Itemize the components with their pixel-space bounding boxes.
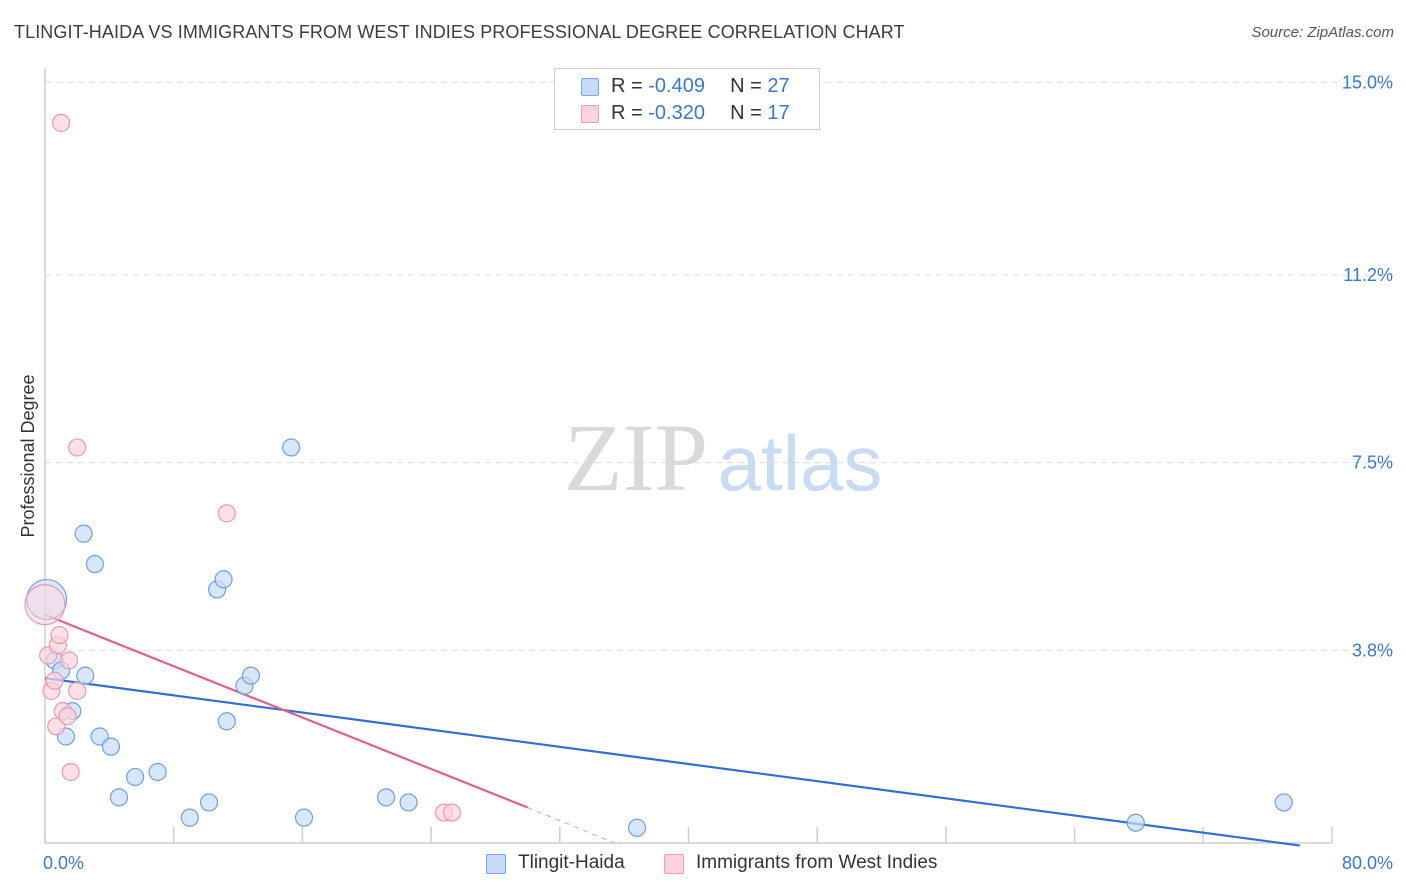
trendline-west-indies-extension bbox=[527, 806, 622, 847]
y-tick-label: 11.2% bbox=[1343, 265, 1393, 285]
y-tick-label: 3.8% bbox=[1352, 640, 1393, 660]
bottom-legend-swatch-pink bbox=[664, 854, 684, 874]
point-tlingit-haida bbox=[109, 788, 129, 807]
bottom-legend-swatch-blue bbox=[486, 854, 506, 874]
axes bbox=[44, 68, 1333, 844]
watermark-atlas: atlas bbox=[718, 419, 883, 507]
point-tlingit-haida bbox=[399, 793, 418, 812]
point-west-indies bbox=[50, 625, 69, 645]
legend-r-value: -0.409 bbox=[648, 75, 705, 97]
legend-n-value: 27 bbox=[767, 75, 790, 97]
point-west-indies bbox=[68, 438, 87, 457]
y-axis-label: Professional Degree bbox=[18, 374, 38, 537]
correlation-legend: R = -0.409 N = 27 R = -0.320 N = 17 bbox=[554, 68, 820, 130]
trend-lines bbox=[44, 613, 1300, 847]
point-tlingit-haida bbox=[214, 570, 233, 589]
point-tlingit-haida bbox=[85, 554, 104, 574]
point-tlingit-haida bbox=[1126, 813, 1145, 832]
legend-r-label: R = bbox=[611, 75, 649, 97]
legend-swatch-blue bbox=[581, 78, 599, 96]
trendline-tlingit-haida bbox=[44, 677, 1300, 847]
point-west-indies bbox=[217, 504, 236, 523]
point-tlingit-haida bbox=[376, 788, 396, 807]
legend-r-value: -0.320 bbox=[648, 102, 705, 124]
trendline-west-indies bbox=[44, 613, 529, 809]
point-west-indies bbox=[68, 681, 87, 700]
point-tlingit-haida bbox=[180, 808, 199, 827]
point-tlingit-haida bbox=[199, 793, 219, 812]
source-credit: Source: ZipAtlas.com bbox=[1251, 24, 1394, 41]
watermark-zip: ZIP bbox=[564, 404, 708, 511]
legend-r-label: R = bbox=[611, 102, 649, 124]
point-west-indies bbox=[60, 651, 79, 670]
y-tick-label: 15.0% bbox=[1342, 72, 1393, 92]
bottom-legend-label: Tlingit-Haida bbox=[518, 852, 625, 873]
point-tlingit-haida bbox=[76, 666, 95, 685]
point-tlingit-haida bbox=[1274, 793, 1293, 812]
point-west-indies bbox=[58, 707, 77, 726]
point-tlingit-haida bbox=[627, 818, 647, 837]
point-tlingit-haida bbox=[90, 727, 109, 746]
point-west-indies bbox=[24, 584, 66, 626]
legend-n-value: 17 bbox=[767, 102, 790, 124]
point-tlingit-haida bbox=[125, 767, 145, 787]
point-west-indies bbox=[45, 671, 64, 690]
y-tick-label: 7.5% bbox=[1352, 453, 1393, 473]
grid-lines bbox=[45, 81, 1392, 651]
point-west-indies bbox=[442, 803, 462, 822]
data-points bbox=[24, 113, 1293, 837]
point-tlingit-haida bbox=[101, 737, 121, 756]
point-tlingit-haida bbox=[74, 524, 93, 543]
legend-swatch-pink bbox=[581, 105, 599, 123]
x-tick-label: 80.0% bbox=[1342, 853, 1393, 873]
watermark: ZIP atlas bbox=[564, 404, 882, 511]
legend-n-label: N = bbox=[730, 102, 768, 124]
point-west-indies bbox=[61, 762, 80, 782]
chart-title: TLINGIT-HAIDA VS IMMIGRANTS FROM WEST IN… bbox=[14, 22, 905, 42]
point-west-indies bbox=[47, 717, 66, 736]
point-tlingit-haida bbox=[241, 666, 261, 685]
x-tick-label: 0.0% bbox=[43, 853, 84, 873]
tick-labels: 3.8% 7.5% 11.2% 15.0% 0.0% 80.0% bbox=[43, 72, 1393, 873]
bottom-legend-label: Immigrants from West Indies bbox=[696, 852, 938, 873]
point-tlingit-haida bbox=[282, 438, 301, 457]
point-tlingit-haida bbox=[217, 712, 236, 731]
point-tlingit-haida bbox=[294, 808, 314, 827]
legend-n-label: N = bbox=[730, 75, 768, 97]
point-west-indies bbox=[51, 113, 71, 132]
point-tlingit-haida bbox=[148, 762, 167, 782]
